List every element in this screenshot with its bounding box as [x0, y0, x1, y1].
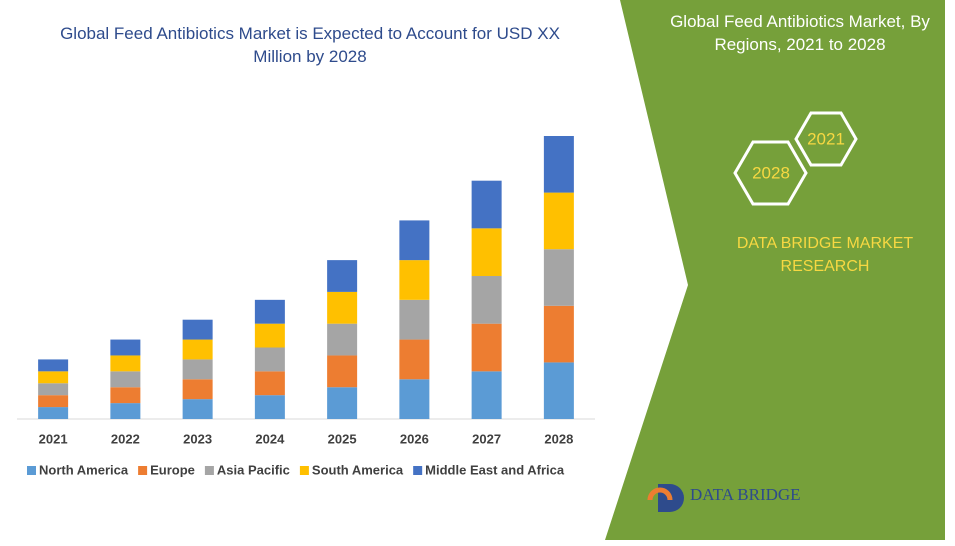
x-tick-label: 2024	[255, 431, 285, 446]
bar-segment	[182, 379, 213, 400]
x-tick-label: 2026	[400, 431, 429, 446]
bar-segment	[38, 371, 69, 384]
bar-segment	[471, 180, 502, 229]
x-tick-label: 2021	[39, 431, 68, 446]
legend-swatch	[413, 466, 423, 475]
bar-segment	[38, 359, 69, 372]
hexagon	[794, 111, 858, 167]
bar-segment	[399, 220, 430, 261]
bar-segment	[110, 371, 141, 388]
bar-segment	[327, 291, 358, 324]
bar-segment	[254, 347, 285, 372]
bar-segment	[471, 371, 502, 419]
x-tick-label: 2023	[183, 431, 212, 446]
bar-segment	[254, 323, 285, 348]
legend-label: North America	[39, 462, 129, 477]
bar-segment	[471, 228, 502, 277]
hex-label: 2021	[807, 129, 845, 148]
bar-segment	[182, 359, 213, 380]
bar-segment	[471, 323, 502, 372]
bar-segment	[399, 260, 430, 300]
bar-segment	[471, 276, 502, 324]
legend-swatch	[299, 466, 309, 475]
panel-title: Global Feed Antibiotics Market, By Regio…	[670, 12, 930, 54]
bar-segment	[543, 249, 574, 306]
x-tick-label: 2025	[328, 431, 357, 446]
x-tick-label: 2028	[544, 431, 573, 446]
logo-mark	[647, 487, 673, 501]
bar-segment	[327, 355, 358, 388]
legend-swatch	[27, 466, 36, 475]
hexagon	[733, 140, 808, 206]
bar-segment	[399, 339, 430, 380]
brand-box: DATA BRIDGE MARKET RESEARCH	[736, 235, 914, 275]
bar-segment	[543, 192, 574, 250]
hex-label: 2028	[752, 163, 790, 182]
bar-segment	[327, 260, 358, 292]
legend-label: Europe	[150, 462, 195, 477]
bar-segment	[182, 339, 213, 360]
title-box: Global Feed Antibiotics Market is Expect…	[60, 24, 560, 66]
bar-segment	[38, 407, 69, 419]
bar-segment	[327, 387, 358, 419]
bar-segment	[543, 305, 574, 363]
bar-segment	[254, 395, 285, 419]
legend-label: Middle East and Africa	[425, 462, 565, 477]
bar-segment	[399, 379, 430, 419]
bar-segment	[110, 355, 141, 372]
chart-title: Global Feed Antibiotics Market is Expect…	[60, 24, 560, 66]
bar-segment	[110, 387, 141, 404]
brand: DATA BRIDGE MARKET RESEARCH	[736, 235, 914, 275]
legend-label: Asia Pacific	[217, 462, 290, 477]
legend-swatch	[204, 466, 214, 475]
bar-segment	[543, 136, 574, 193]
bar-segment	[254, 371, 285, 396]
bar-segment	[327, 323, 358, 356]
bar-segment	[182, 399, 213, 419]
logo-text: DATA BRIDGE	[690, 485, 801, 504]
side-panel	[605, 0, 945, 540]
bar-segment	[38, 395, 69, 408]
legend-swatch	[138, 466, 148, 475]
bar-segment	[254, 299, 285, 324]
x-tick-label: 2027	[472, 431, 501, 446]
panel-title-box: Global Feed Antibiotics Market, By Regio…	[670, 12, 930, 54]
legend-label: South America	[312, 462, 404, 477]
bar-segment	[399, 299, 430, 340]
bar-segment	[182, 319, 213, 340]
bar-segment	[38, 383, 69, 396]
x-tick-label: 2022	[111, 431, 140, 446]
bar-segment	[110, 339, 141, 356]
bar-segment	[543, 362, 574, 419]
bar-segment	[110, 403, 141, 419]
